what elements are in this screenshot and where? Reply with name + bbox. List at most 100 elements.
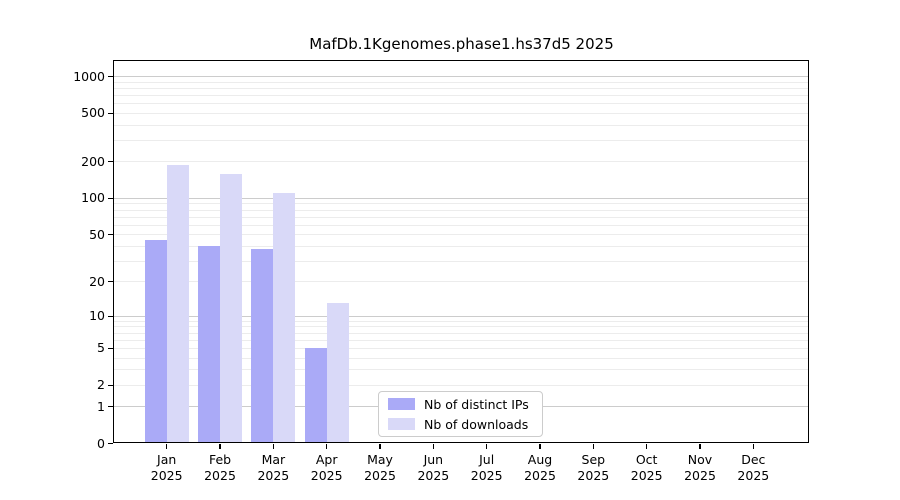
gridline-minor-6 bbox=[113, 339, 809, 341]
y-tick-mark-200 bbox=[108, 161, 113, 163]
x-tick-month: Mar bbox=[261, 451, 286, 467]
gridline-minor-30 bbox=[113, 260, 809, 262]
x-tick-label-nov: Nov 2025 bbox=[668, 452, 732, 485]
x-tick-mark-may bbox=[379, 443, 381, 449]
chart-title: MafDb.1Kgenomes.phase1.hs37d5 2025 bbox=[309, 35, 614, 53]
x-tick-year: 2025 bbox=[630, 468, 663, 483]
x-tick-month: Nov bbox=[687, 451, 713, 467]
legend-label-downloads: Nb of downloads bbox=[424, 416, 529, 432]
x-tick-year: 2025 bbox=[364, 468, 396, 483]
y-tick-mark-0 bbox=[108, 442, 113, 445]
y-tick-label-1: 1 bbox=[97, 398, 105, 414]
gridline-minor-200 bbox=[113, 161, 809, 163]
gridline-major-10 bbox=[113, 315, 809, 317]
y-tick-label-10: 10 bbox=[89, 308, 105, 324]
x-tick-year: 2025 bbox=[470, 468, 503, 483]
gridline-minor-600 bbox=[113, 103, 809, 105]
x-tick-month: Jul bbox=[479, 451, 495, 467]
legend-item-distinct-ips: Nb of distinct IPs bbox=[388, 397, 542, 412]
x-tick-label-oct: Oct 2025 bbox=[615, 452, 679, 485]
gridline-minor-5 bbox=[113, 347, 809, 349]
x-tick-label-may: May 2025 bbox=[348, 452, 412, 485]
x-tick-mark-jul bbox=[486, 443, 488, 449]
x-tick-mark-feb bbox=[219, 443, 221, 449]
x-tick-year: 2025 bbox=[204, 468, 236, 483]
x-tick-year: 2025 bbox=[684, 468, 716, 483]
x-tick-label-dec: Dec 2025 bbox=[721, 452, 785, 485]
gridline-minor-800 bbox=[113, 87, 809, 89]
x-tick-label-sep: Sep 2025 bbox=[561, 452, 625, 485]
x-tick-month: Oct bbox=[635, 451, 658, 467]
gridline-minor-90 bbox=[113, 203, 809, 205]
gridline-minor-700 bbox=[113, 94, 809, 96]
bar-nb-of-downloads-apr bbox=[326, 303, 349, 444]
x-tick-month: Jan bbox=[157, 451, 177, 467]
x-tick-month: May bbox=[367, 451, 393, 467]
y-tick-mark-5 bbox=[108, 347, 113, 349]
x-tick-year: 2025 bbox=[257, 468, 290, 483]
gridline-minor-80 bbox=[113, 209, 809, 211]
y-tick-label-2: 2 bbox=[97, 377, 105, 393]
legend-swatch-distinct-ips bbox=[388, 398, 415, 410]
x-tick-label-aug: Aug 2025 bbox=[508, 452, 572, 485]
x-tick-year: 2025 bbox=[524, 468, 556, 483]
x-tick-mark-jan bbox=[166, 443, 168, 449]
y-tick-mark-2 bbox=[108, 384, 113, 386]
gridline-minor-9 bbox=[113, 320, 809, 322]
x-tick-mark-mar bbox=[272, 443, 274, 449]
legend-item-downloads: Nb of downloads bbox=[388, 417, 542, 432]
x-tick-label-jul: Jul 2025 bbox=[455, 452, 519, 485]
x-tick-mark-nov bbox=[699, 443, 701, 449]
gridline-major-100 bbox=[113, 197, 809, 199]
legend: Nb of distinct IPs Nb of downloads bbox=[378, 391, 543, 437]
x-tick-month: Aug bbox=[527, 451, 553, 467]
y-tick-label-200: 200 bbox=[81, 153, 105, 169]
x-tick-year: 2025 bbox=[417, 468, 450, 483]
bar-nb-of-downloads-jan bbox=[166, 164, 189, 444]
bar-nb-of-distinct-ips-jan bbox=[144, 240, 167, 444]
gridline-minor-70 bbox=[113, 216, 809, 218]
y-tick-mark-500 bbox=[108, 112, 113, 114]
gridline-minor-20 bbox=[113, 281, 809, 283]
x-tick-label-jan: Jan 2025 bbox=[135, 452, 199, 485]
y-tick-mark-1 bbox=[108, 406, 113, 408]
gridline-minor-500 bbox=[113, 112, 809, 114]
y-tick-label-5: 5 bbox=[97, 340, 105, 356]
bar-nb-of-distinct-ips-apr bbox=[304, 348, 327, 444]
bar-nb-of-distinct-ips-mar bbox=[251, 248, 274, 444]
x-tick-year: 2025 bbox=[737, 468, 770, 483]
y-tick-label-0: 0 bbox=[97, 435, 105, 451]
y-tick-mark-50 bbox=[108, 234, 113, 236]
gridline-minor-60 bbox=[113, 224, 809, 226]
gridline-minor-8 bbox=[113, 326, 809, 328]
gridline-minor-4 bbox=[113, 357, 809, 359]
x-tick-label-mar: Mar 2025 bbox=[241, 452, 305, 485]
legend-swatch-downloads bbox=[388, 418, 415, 430]
bar-nb-of-distinct-ips-feb bbox=[198, 246, 221, 444]
x-tick-mark-jun bbox=[432, 443, 434, 449]
y-tick-label-50: 50 bbox=[89, 226, 105, 242]
x-tick-label-feb: Feb 2025 bbox=[188, 452, 252, 485]
x-tick-month: Jun bbox=[423, 451, 444, 467]
x-tick-year: 2025 bbox=[310, 468, 343, 483]
x-tick-label-apr: Apr 2025 bbox=[295, 452, 359, 485]
x-tick-mark-aug bbox=[539, 443, 541, 449]
gridline-minor-900 bbox=[113, 81, 809, 83]
x-tick-label-jun: Jun 2025 bbox=[401, 452, 465, 485]
y-tick-mark-10 bbox=[108, 315, 113, 317]
x-tick-mark-sep bbox=[592, 443, 594, 449]
gridline-minor-50 bbox=[113, 234, 809, 236]
x-tick-year: 2025 bbox=[150, 468, 183, 483]
x-tick-mark-apr bbox=[326, 443, 328, 449]
y-tick-label-100: 100 bbox=[81, 190, 105, 206]
gridline-minor-2 bbox=[113, 384, 809, 386]
x-tick-month: Apr bbox=[315, 451, 338, 467]
x-tick-month: Dec bbox=[741, 451, 766, 467]
x-tick-year: 2025 bbox=[577, 468, 610, 483]
legend-label-distinct-ips: Nb of distinct IPs bbox=[424, 396, 529, 412]
x-tick-month: Sep bbox=[581, 451, 606, 467]
x-tick-mark-oct bbox=[646, 443, 648, 449]
